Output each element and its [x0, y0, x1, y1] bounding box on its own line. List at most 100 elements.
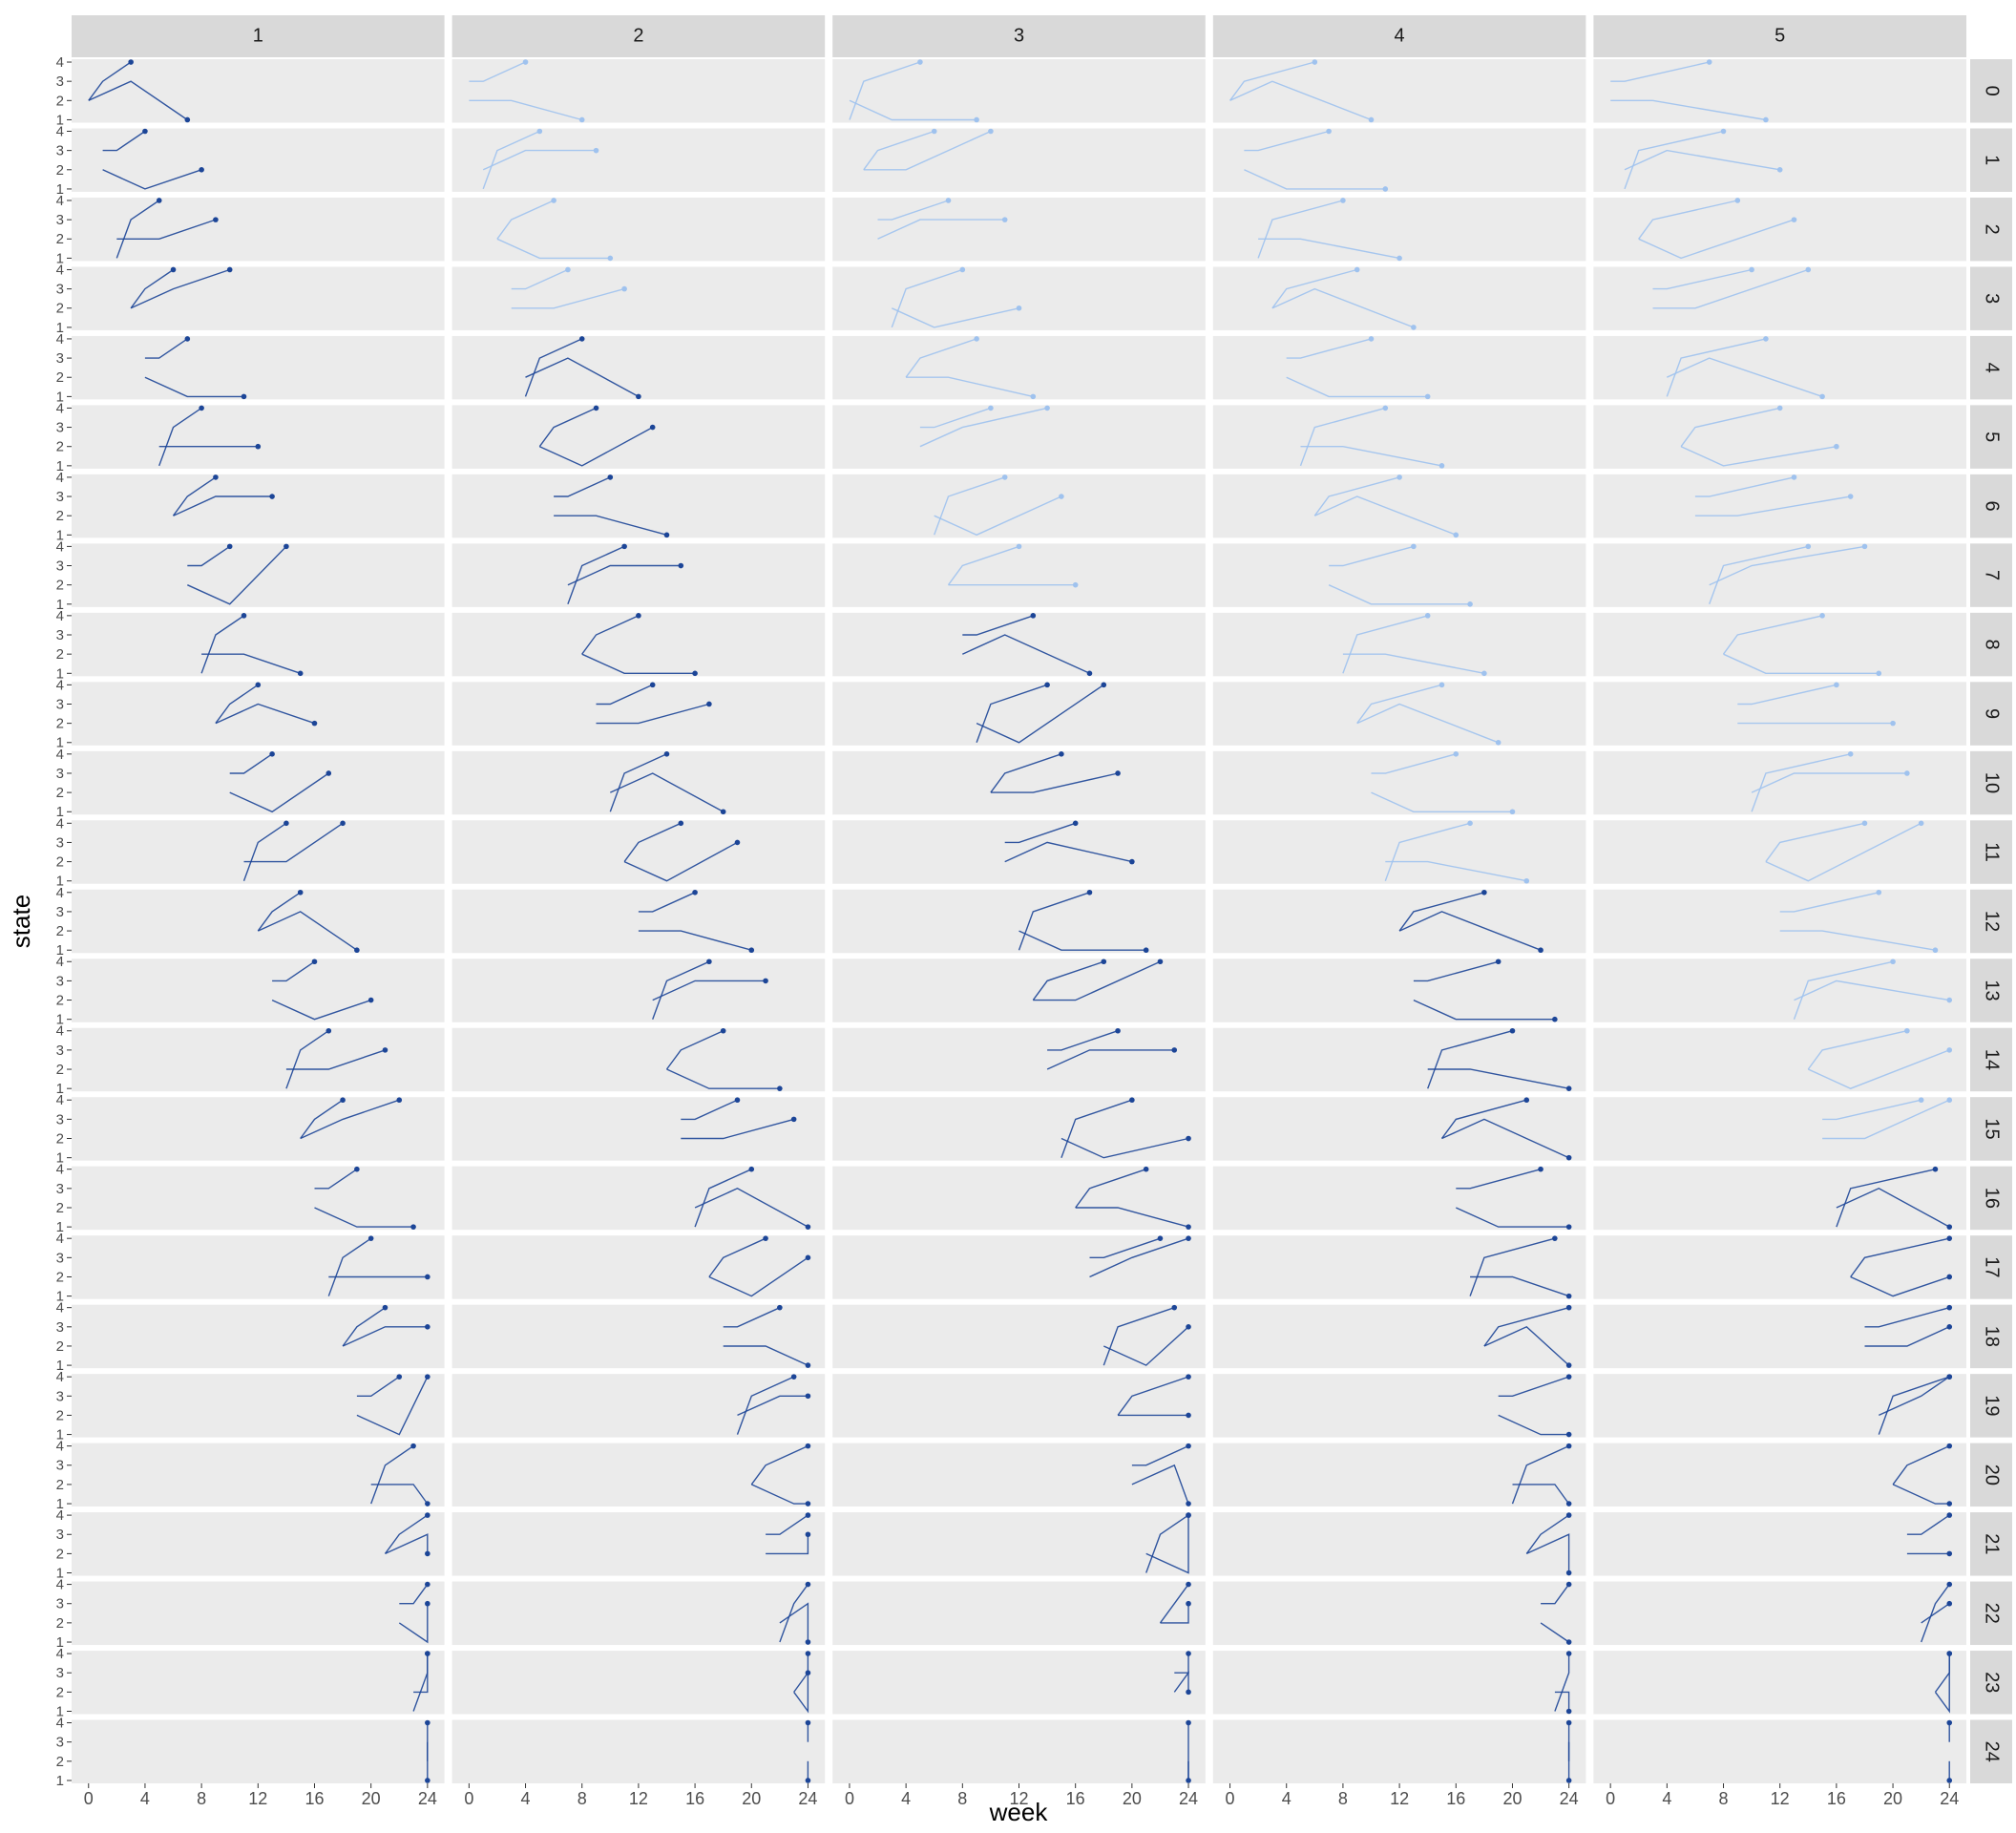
y-tick-label: 3 [56, 1111, 64, 1127]
y-tick-label: 3 [56, 489, 64, 505]
trajectory [623, 822, 682, 863]
trajectory [413, 1654, 429, 1694]
x-tick-label: 16 [1446, 1789, 1465, 1808]
x-tick-label: 24 [1179, 1789, 1198, 1808]
trajectory [891, 268, 963, 328]
y-tick-label: 4 [56, 885, 64, 901]
panel [832, 612, 1206, 677]
end-point [1763, 336, 1769, 342]
end-point [1834, 682, 1839, 688]
row-strip [1970, 197, 2012, 262]
end-point [1565, 1443, 1572, 1449]
trajectory [1159, 1584, 1189, 1624]
end-point [1946, 1719, 1953, 1726]
panel [452, 959, 826, 1022]
trajectory [469, 61, 526, 82]
x-tick-label: 24 [798, 1789, 817, 1808]
row-strip-label: 23 [1982, 1672, 2003, 1693]
y-tick-label: 4 [56, 747, 64, 763]
end-point [128, 59, 134, 65]
trajectory [229, 753, 273, 774]
panel [452, 1651, 826, 1715]
end-point [1086, 889, 1093, 895]
end-point [1143, 947, 1149, 954]
end-point [1186, 1501, 1191, 1506]
trajectory [342, 1307, 386, 1347]
end-point [184, 336, 191, 342]
trajectory [638, 930, 752, 951]
trajectory [976, 684, 1048, 744]
end-point [1946, 1047, 1953, 1053]
row-strip [1970, 1027, 2012, 1092]
y-tick-label: 2 [56, 646, 64, 663]
row-strip-label: 6 [1982, 501, 2003, 512]
end-point [1565, 1570, 1572, 1576]
trajectory [665, 1030, 724, 1070]
y-tick-label: 4 [56, 1231, 64, 1247]
end-point [1876, 670, 1882, 677]
trajectory [723, 1345, 808, 1366]
y-tick-label: 2 [56, 1062, 64, 1078]
trajectory [1271, 268, 1357, 309]
trajectory [1680, 407, 1780, 448]
end-point [720, 1027, 726, 1034]
end-point [706, 701, 712, 707]
trajectory [229, 772, 329, 813]
end-point [1368, 336, 1375, 342]
trajectory [793, 1673, 809, 1714]
end-point [425, 1512, 430, 1518]
row-strip [1970, 889, 2012, 954]
panel [832, 335, 1206, 400]
panel [832, 750, 1206, 815]
end-point [425, 1778, 430, 1783]
panel [452, 889, 826, 954]
end-point [1523, 877, 1530, 884]
panel [72, 750, 445, 815]
y-tick-label: 2 [56, 1407, 64, 1423]
trajectory [1498, 1414, 1569, 1436]
trajectory [1680, 446, 1838, 467]
end-point [368, 997, 374, 1003]
row-strip [1970, 128, 2012, 192]
trajectory [102, 169, 202, 190]
end-point [1186, 1374, 1191, 1380]
panel [1593, 1097, 1966, 1161]
trajectory [258, 911, 358, 951]
trajectory [1313, 476, 1400, 516]
end-point [578, 116, 585, 123]
end-point [410, 1224, 416, 1230]
row-strip [1970, 405, 2012, 469]
end-point [692, 889, 698, 895]
end-point [536, 128, 543, 135]
y-tick-label: 3 [56, 766, 64, 782]
y-tick-label: 1 [56, 1081, 64, 1097]
end-point [1890, 720, 1896, 727]
panel [832, 1027, 1206, 1092]
end-point [636, 393, 641, 400]
trajectory [200, 615, 244, 674]
end-point [1861, 543, 1868, 550]
trajectory [1300, 446, 1442, 467]
row-strip [1970, 612, 2012, 677]
end-point [1720, 128, 1727, 135]
trajectory [1610, 99, 1767, 121]
panel [1593, 405, 1966, 469]
trajectory [1314, 495, 1457, 536]
trajectory [356, 1376, 429, 1436]
trajectory [539, 426, 654, 467]
y-tick-label: 3 [56, 834, 64, 851]
end-point [1946, 1550, 1953, 1557]
trajectory [1398, 892, 1485, 932]
end-point [790, 1374, 797, 1380]
panel [1593, 1166, 1966, 1231]
y-tick-label: 1 [56, 1219, 64, 1235]
trajectory [779, 1584, 808, 1643]
trajectory [257, 892, 302, 932]
trajectory [272, 960, 315, 982]
end-point [1186, 1600, 1191, 1607]
trajectory [1356, 684, 1442, 725]
panel [832, 1097, 1206, 1161]
y-tick-label: 2 [56, 93, 64, 109]
end-point [1904, 1027, 1910, 1034]
end-point [974, 336, 979, 342]
